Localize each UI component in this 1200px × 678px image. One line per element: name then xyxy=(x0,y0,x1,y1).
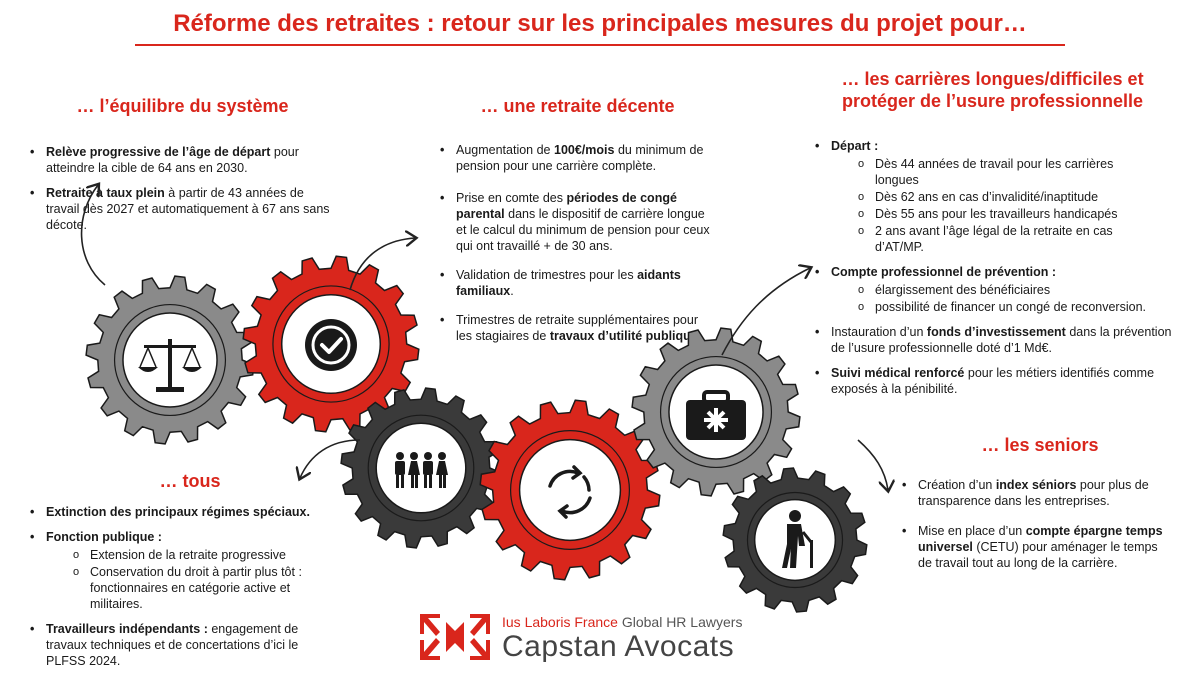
logo-tagline-grey: Global HR Lawyers xyxy=(617,614,743,630)
arrow-to-decente xyxy=(349,238,415,291)
item-text: pour atteindre la cible de 64 ans en 203… xyxy=(46,145,299,175)
arrow-to-seniors xyxy=(857,439,888,490)
decente-list: Augmentation de 100€/mois du minimum de … xyxy=(440,142,715,353)
balance-icon xyxy=(138,339,202,392)
list-item: Départ : Dès 44 années de travail pour l… xyxy=(815,138,1175,255)
logo-tagline-red: Ius Laboris France xyxy=(502,614,618,630)
medical-kit-icon xyxy=(686,390,746,440)
item-bold: périodes de congé parental xyxy=(456,191,677,221)
gear-ring xyxy=(659,355,773,469)
list-item: Validation de trimestres pour les aidant… xyxy=(440,267,715,299)
sub-item: Dès 44 années de travail pour les carriè… xyxy=(815,156,1145,188)
arrow-to-carrieres xyxy=(721,268,810,356)
heading-tous: … tous xyxy=(159,471,221,491)
list-item: Création d’un index séniors pour plus de… xyxy=(902,477,1172,509)
item-text: Augmentation de xyxy=(456,143,554,157)
tous-list: Extinction des principaux régimes spécia… xyxy=(30,504,330,678)
carrieres-list: Départ : Dès 44 années de travail pour l… xyxy=(815,138,1175,406)
gear-hub xyxy=(375,422,467,514)
item-bold: Fonction publique : xyxy=(46,530,162,544)
list-item: Mise en place d’un compte épargne temps … xyxy=(902,523,1172,571)
checkmark-badge-icon xyxy=(305,319,357,371)
item-text: à partir de 43 années de travail dès 202… xyxy=(46,186,330,232)
item-text: Validation de trimestres pour les xyxy=(456,268,638,282)
list-item: Instauration d’un fonds d’investissement… xyxy=(815,324,1175,356)
item-bold: 100€/mois xyxy=(554,143,615,157)
list-item: Prise en comte des périodes de congé par… xyxy=(440,190,715,254)
item-text: du minimum de pension pour une carrière … xyxy=(456,143,704,173)
item-text: engagement de travaux techniques et de c… xyxy=(46,622,299,668)
equilibre-list: Relève progressive de l’âge de départ po… xyxy=(30,144,330,242)
sub-item: Conservation du droit à partir plus tôt … xyxy=(30,564,330,612)
heading-carrieres-line2: protéger de l’usure professionnelle xyxy=(841,91,1144,111)
list-item: Trimestres de retraite supplémentaires p… xyxy=(440,312,715,344)
gear-ring xyxy=(113,303,227,417)
gear-ring xyxy=(746,491,844,589)
list-item: Compte professionnel de prévention : éla… xyxy=(815,264,1175,315)
item-text: dans le dispositif de carrière longue et… xyxy=(456,207,710,253)
heading-seniors: … les seniors xyxy=(981,435,1099,455)
item-text: Mise en place d’un xyxy=(918,524,1026,538)
title-underline xyxy=(135,44,1065,46)
item-text: Création d’un xyxy=(918,478,996,492)
item-bold: Extinction des principaux régimes spécia… xyxy=(46,505,310,519)
item-text: (CETU) pour aménager le temps de travail… xyxy=(918,540,1158,570)
logo-name: Capstan Avocats xyxy=(502,630,735,663)
list-item: Augmentation de 100€/mois du minimum de … xyxy=(440,142,715,174)
gear-ring xyxy=(510,430,631,551)
sub-item: Dès 62 ans en cas d’invalidité/inaptitud… xyxy=(815,189,1145,205)
item-text: Instauration d’un xyxy=(831,325,927,339)
item-bold: Départ : xyxy=(831,139,879,153)
item-bold: index séniors xyxy=(995,478,1077,492)
people-group-icon xyxy=(395,452,448,488)
arrow-to-tous xyxy=(300,439,361,478)
item-bold: aidants familiaux xyxy=(456,268,681,298)
logo-mark xyxy=(420,614,490,660)
cycle-arrows-icon xyxy=(548,465,592,519)
company-logo: Ius Laboris France Global HR Lawyers Cap… xyxy=(420,612,742,664)
arrow-to-equilibre xyxy=(80,185,106,286)
list-item: Relève progressive de l’âge de départ po… xyxy=(30,144,330,176)
item-bold: Suivi médical renforcé xyxy=(831,366,965,380)
list-item: Travailleurs indépendants : engagement d… xyxy=(30,621,330,669)
gear-ring xyxy=(367,414,475,522)
list-item: Suivi médical renforcé pour les métiers … xyxy=(815,365,1175,397)
heading-decente: … une retraite décente xyxy=(480,96,675,116)
item-bold: compte épargne temps universel xyxy=(918,524,1163,554)
sub-item: élargissement des bénéficiaires xyxy=(815,282,1175,298)
seniors-list: Création d’un index séniors pour plus de… xyxy=(902,477,1172,580)
list-item: Extinction des principaux régimes spécia… xyxy=(30,504,330,520)
logo-tagline: Ius Laboris France Global HR Lawyers xyxy=(502,614,742,630)
item-bold: travaux d’utilité publique xyxy=(549,329,698,343)
heading-carrieres-line1: … les carrières longues/difficiles et xyxy=(841,69,1144,89)
sub-item: 2 ans avant l’âge légal de la retraite e… xyxy=(815,223,1145,255)
item-bold: Compte professionnel de prévention : xyxy=(831,265,1057,279)
list-item: Fonction publique : Extension de la retr… xyxy=(30,529,330,612)
item-bold: Retraite à taux plein xyxy=(46,186,165,200)
sub-item: Dès 55 ans pour les travailleurs handica… xyxy=(815,206,1145,222)
item-text: Prise en comte des xyxy=(456,191,567,205)
item-text: Trimestres de retraite supplémentaires p… xyxy=(456,313,698,343)
heading-equilibre: … l’équilibre du système xyxy=(76,96,289,116)
gear-4 xyxy=(479,399,661,581)
item-bold: fonds d’investissement xyxy=(926,325,1066,339)
item-text: . xyxy=(510,284,514,298)
gear-hub xyxy=(518,438,622,542)
list-item: Retraite à taux plein à partir de 43 ann… xyxy=(30,185,330,233)
item-text: pour les métiers identifiés comme exposé… xyxy=(831,366,1155,396)
item-bold: Relève progressive de l’âge de départ xyxy=(46,145,271,159)
sub-item: possibilité de financer un congé de reco… xyxy=(815,299,1175,315)
item-text: pour plus de transparence dans les entre… xyxy=(918,478,1149,508)
page-title: Réforme des retraites : retour sur les p… xyxy=(173,10,1027,37)
heading-carrieres: … les carrières longues/difficiles et pr… xyxy=(820,68,1165,112)
item-bold: Travailleurs indépendants : xyxy=(46,622,208,636)
gear-3 xyxy=(340,387,502,549)
gear-ring xyxy=(272,285,390,403)
item-text: dans la prévention de l’usure profession… xyxy=(831,325,1172,355)
sub-item: Extension de la retraite progressive xyxy=(30,547,330,563)
elderly-person-icon xyxy=(782,510,813,568)
